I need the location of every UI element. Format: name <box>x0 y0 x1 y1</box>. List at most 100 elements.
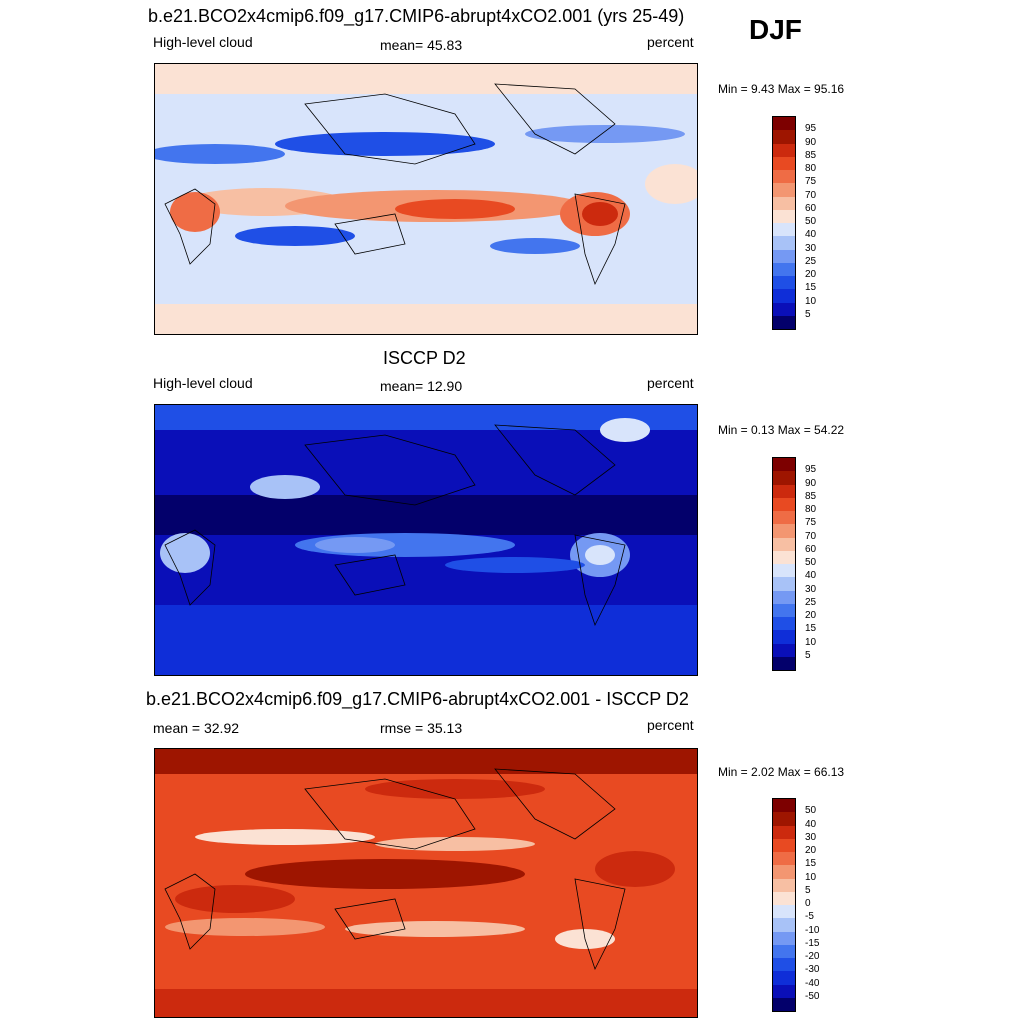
panel3-units-label: percent <box>647 717 694 733</box>
colorbar-tick-label: 15 <box>805 623 817 635</box>
colorbar-swatch <box>773 891 795 905</box>
colorbar-tick-label: 80 <box>805 504 817 515</box>
panel3-title: b.e21.BCO2x4cmip6.f09_g17.CMIP6-abrupt4x… <box>146 689 689 709</box>
panel2-map-graphic <box>155 405 697 675</box>
colorbar-tick-label: 90 <box>805 136 817 148</box>
colorbar-swatch <box>773 170 795 184</box>
colorbar-swatch <box>773 630 795 644</box>
colorbar-tick-label: 85 <box>805 149 817 161</box>
colorbar-swatch <box>773 289 795 303</box>
season-label: DJF <box>749 14 802 45</box>
colorbar-tick-label: 20 <box>805 269 817 280</box>
panel1-units-label: percent <box>647 34 694 50</box>
colorbar-swatch <box>773 577 795 591</box>
colorbar-swatch <box>773 838 795 852</box>
colorbar-swatch <box>773 458 795 472</box>
colorbar-tick-label: 70 <box>805 189 817 201</box>
colorbar-swatch <box>773 315 795 329</box>
colorbar-swatch <box>773 643 795 657</box>
panel3-colorbar <box>772 798 796 1012</box>
colorbar-tick-label: 50 <box>805 216 817 227</box>
colorbar-tick-label: 50 <box>805 557 817 568</box>
colorbar-tick-label: 30 <box>805 583 817 595</box>
colorbar-swatch <box>773 865 795 879</box>
colorbar-tick-label: 40 <box>805 229 817 241</box>
colorbar-tick-label: 60 <box>805 543 817 555</box>
colorbar-tick-label: 80 <box>805 163 817 174</box>
colorbar-swatch <box>773 852 795 866</box>
panel2-colorbar <box>772 457 796 671</box>
panel3-map-graphic <box>155 749 697 1017</box>
colorbar-tick-label: 85 <box>805 490 817 502</box>
colorbar-swatch <box>773 130 795 144</box>
colorbar-swatch <box>773 524 795 538</box>
panel3-map <box>154 748 698 1018</box>
colorbar-tick-label: 0 <box>805 898 811 909</box>
colorbar-tick-label: 60 <box>805 202 817 214</box>
colorbar-swatch <box>773 656 795 670</box>
colorbar-tick-label: 30 <box>805 242 817 254</box>
colorbar-tick-label: -40 <box>805 977 820 989</box>
panel2-title: ISCCP D2 <box>383 348 466 368</box>
colorbar-tick-label: -30 <box>805 964 820 976</box>
colorbar-swatch <box>773 262 795 276</box>
panel3-mean-label: mean = 32.92 <box>153 720 240 736</box>
colorbar-swatch <box>773 276 795 290</box>
colorbar-swatch <box>773 471 795 485</box>
colorbar-tick-label: 40 <box>805 818 817 830</box>
colorbar-swatch <box>773 997 795 1011</box>
panel2-variable-label: High-level cloud <box>153 375 253 391</box>
colorbar-tick-label: 10 <box>805 871 817 883</box>
panel2-mean-label: mean= 12.90 <box>380 378 463 394</box>
colorbar-tick-label: 75 <box>805 176 817 188</box>
colorbar-tick-label: 20 <box>805 845 817 856</box>
colorbar-swatch <box>773 511 795 525</box>
colorbar-tick-label: 10 <box>805 295 817 307</box>
colorbar-tick-label: 10 <box>805 636 817 648</box>
colorbar-swatch <box>773 603 795 617</box>
colorbar-tick-label: 5 <box>805 884 811 896</box>
colorbar-swatch <box>773 156 795 170</box>
colorbar-tick-label: -15 <box>805 937 820 949</box>
colorbar-swatch <box>773 984 795 998</box>
panel1-colorbar <box>772 116 796 330</box>
colorbar-swatch <box>773 236 795 250</box>
colorbar-tick-label: 5 <box>805 308 811 320</box>
colorbar-swatch <box>773 944 795 958</box>
colorbar-swatch <box>773 196 795 210</box>
colorbar-swatch <box>773 799 795 813</box>
colorbar-tick-label: -50 <box>805 990 820 1002</box>
colorbar-swatch <box>773 590 795 604</box>
colorbar-tick-label: 70 <box>805 530 817 542</box>
panel2-map <box>154 404 698 676</box>
colorbar-tick-label: 5 <box>805 649 811 661</box>
colorbar-tick-label: 95 <box>805 464 817 476</box>
colorbar-tick-label: -20 <box>805 951 820 962</box>
panel1-minmax: Min = 9.43 Max = 95.16 <box>718 82 845 96</box>
colorbar-swatch <box>773 905 795 919</box>
colorbar-swatch <box>773 617 795 631</box>
colorbar-swatch <box>773 249 795 263</box>
colorbar-swatch <box>773 812 795 826</box>
colorbar-tick-label: 25 <box>805 596 817 608</box>
colorbar-swatch <box>773 302 795 316</box>
colorbar-tick-label: 75 <box>805 517 817 529</box>
colorbar-tick-label: 25 <box>805 255 817 267</box>
colorbar-tick-label: 30 <box>805 831 817 843</box>
panel1-variable-label: High-level cloud <box>153 34 253 50</box>
colorbar-swatch <box>773 958 795 972</box>
colorbar-tick-label: 50 <box>805 805 817 817</box>
panel2-minmax: Min = 0.13 Max = 54.22 <box>718 423 845 437</box>
panel1-map <box>154 63 698 335</box>
colorbar-swatch <box>773 484 795 498</box>
colorbar-swatch <box>773 143 795 157</box>
panel1-map-graphic <box>155 64 697 334</box>
colorbar-swatch <box>773 209 795 223</box>
colorbar-swatch <box>773 564 795 578</box>
colorbar-swatch <box>773 223 795 237</box>
colorbar-tick-label: 15 <box>805 282 817 294</box>
panel1-title: b.e21.BCO2x4cmip6.f09_g17.CMIP6-abrupt4x… <box>148 6 685 26</box>
colorbar-swatch <box>773 183 795 197</box>
panel2-units-label: percent <box>647 375 694 391</box>
colorbar-swatch <box>773 971 795 985</box>
